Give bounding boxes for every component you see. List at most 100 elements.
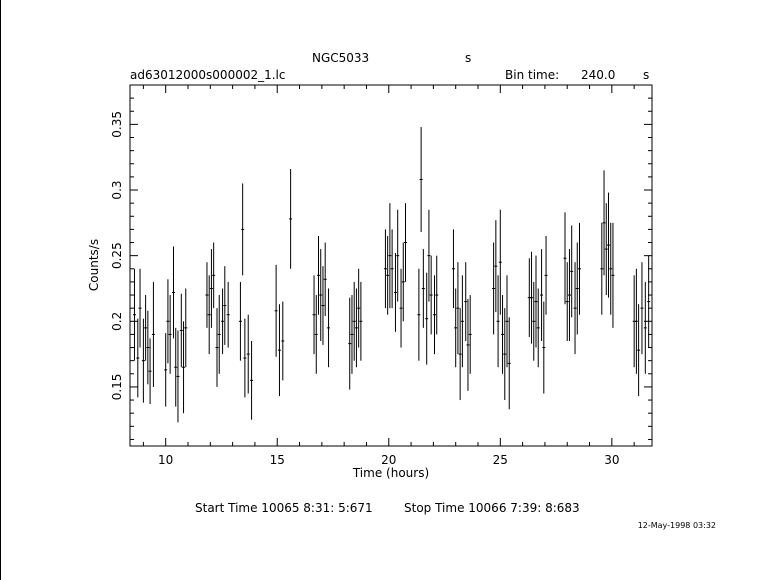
data-point	[348, 297, 352, 390]
data-point	[184, 288, 188, 368]
data-point	[182, 321, 186, 414]
data-point	[246, 314, 250, 394]
data-point	[148, 338, 152, 404]
data-point	[604, 203, 608, 296]
data-point	[578, 222, 581, 315]
data-point	[507, 317, 511, 410]
data-point	[602, 170, 606, 276]
data-point	[393, 253, 397, 332]
axes: 10 15 20 25 30 0.15 0.2 0.25 0.3 0.35	[110, 84, 652, 467]
data-point	[209, 249, 213, 328]
data-point	[429, 255, 433, 335]
data-point	[388, 203, 392, 309]
x-tick-label: 10	[158, 453, 173, 467]
data-point	[421, 249, 425, 328]
object-name: NGC5033	[312, 51, 369, 65]
data-point	[289, 169, 293, 269]
data-point	[544, 235, 548, 315]
data-point	[435, 255, 439, 335]
data-point	[243, 318, 247, 398]
data-point	[359, 281, 363, 361]
y-tick-label: 0.2	[110, 312, 124, 331]
plot-frame	[129, 84, 653, 447]
data-point	[350, 295, 354, 374]
data-point	[573, 262, 577, 355]
data-point	[323, 242, 327, 317]
data-point	[637, 304, 641, 397]
data-point	[563, 212, 567, 305]
data-point	[503, 308, 507, 401]
data-point	[530, 251, 534, 344]
data-point	[567, 249, 571, 341]
bin-time-label: Bin time:	[505, 68, 559, 82]
data-point	[277, 304, 281, 397]
data-point	[492, 242, 496, 335]
data-point	[144, 295, 148, 361]
data-point	[321, 266, 325, 345]
data-point	[357, 268, 361, 348]
data-point	[542, 301, 546, 394]
data-point	[146, 310, 150, 385]
data-point	[136, 318, 140, 398]
data-point	[215, 308, 219, 387]
data-point	[168, 295, 172, 374]
data-point	[401, 242, 405, 322]
data-point	[354, 288, 358, 368]
data-point	[456, 262, 460, 355]
data-point	[494, 220, 498, 313]
data-point	[317, 235, 320, 315]
data-point	[417, 268, 421, 361]
data-point	[174, 327, 178, 407]
data-point	[352, 281, 356, 361]
data-point	[466, 298, 470, 391]
data-point	[532, 281, 536, 361]
data-point	[327, 288, 331, 368]
data-point	[396, 209, 400, 302]
data-point	[498, 209, 502, 315]
data-point	[207, 275, 211, 355]
data-point	[647, 255, 651, 348]
data-point	[221, 288, 225, 355]
data-point	[643, 281, 647, 374]
y-axis-label: Counts/s	[87, 239, 101, 291]
data-point	[540, 249, 544, 341]
data-point	[399, 268, 403, 348]
x-tick-label: 25	[493, 453, 508, 467]
data-point	[176, 330, 180, 423]
data-point	[611, 222, 615, 328]
data-point	[250, 340, 254, 420]
data-point	[505, 275, 509, 368]
data-point	[386, 235, 390, 315]
data-point	[205, 262, 209, 328]
data-point	[496, 275, 500, 368]
data-point	[212, 242, 216, 309]
data-point	[238, 281, 242, 361]
data-point	[383, 229, 387, 309]
left-edge-rule	[0, 0, 1, 580]
data-series	[132, 127, 651, 423]
data-point	[314, 295, 318, 374]
data-point	[223, 266, 227, 345]
data-point	[319, 249, 323, 341]
data-point	[460, 275, 464, 368]
data-point	[468, 295, 472, 374]
stop-time: Stop Time 10066 7:39: 8:683	[404, 501, 580, 515]
y-tick-label: 0.3	[110, 180, 124, 199]
data-point	[226, 281, 230, 348]
data-point	[179, 293, 183, 368]
data-point	[451, 229, 455, 309]
y-tick-label: 0.35	[110, 111, 124, 138]
data-point	[609, 222, 613, 315]
data-point	[433, 275, 436, 355]
data-point	[419, 127, 423, 233]
data-point	[600, 222, 604, 315]
data-point	[312, 275, 316, 355]
start-time: Start Time 10065 8:31: 5:671	[195, 501, 373, 515]
x-tick-label: 15	[270, 453, 285, 467]
x-tick-label: 20	[381, 453, 396, 467]
y-tick-label: 0.15	[110, 374, 124, 401]
data-point	[151, 281, 155, 387]
data-point	[217, 295, 221, 374]
data-point	[281, 301, 285, 381]
